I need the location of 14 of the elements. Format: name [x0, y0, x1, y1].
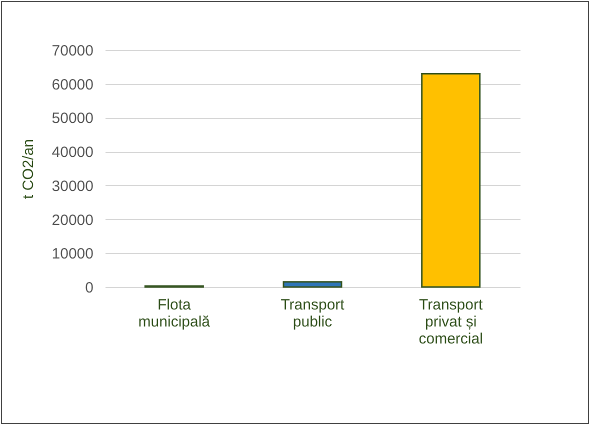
- y-tick-label: 50000: [52, 110, 94, 128]
- x-tick-label: Flota municipală: [138, 296, 211, 330]
- y-tick-label: 60000: [52, 76, 94, 94]
- bar: [282, 281, 342, 288]
- x-tick-label: Transport privat și comercial: [418, 296, 484, 348]
- y-tick-label: 30000: [52, 178, 94, 195]
- y-tick-label: 0: [85, 280, 94, 296]
- y-tick-label: 70000: [52, 42, 94, 60]
- bar: [421, 72, 481, 288]
- y-tick-label: 20000: [52, 212, 94, 229]
- y-tick-label: 10000: [52, 246, 94, 263]
- y-tick-label: 40000: [52, 144, 94, 162]
- y-axis-title: t CO2/an: [20, 138, 37, 200]
- x-tick-label: Transport public: [280, 296, 346, 330]
